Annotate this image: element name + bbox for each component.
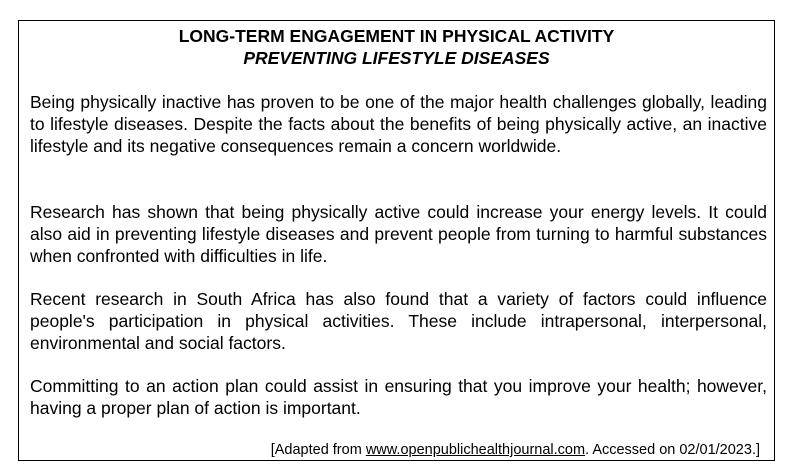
source-link[interactable]: www.openpublichealthjournal.com	[365, 442, 586, 458]
paragraph-2: Research has shown that being physically…	[30, 202, 767, 266]
document-title: LONG-TERM ENGAGEMENT IN PHYSICAL ACTIVIT…	[178, 26, 615, 46]
source-citation: [Adapted from www.openpublichealthjourna…	[271, 441, 760, 459]
extract-frame: LONG-TERM ENGAGEMENT IN PHYSICAL ACTIVIT…	[18, 20, 775, 461]
source-prefix: [Adapted from	[270, 442, 366, 458]
paragraph-3: Recent research in South Africa has also…	[30, 289, 767, 353]
paragraph-1: Being physically inactive has proven to …	[30, 92, 767, 156]
source-suffix: . Accessed on 02/01/2023.]	[585, 442, 760, 458]
document-subtitle: PREVENTING LIFESTYLE DISEASES	[243, 48, 550, 68]
paragraph-4: Committing to an action plan could assis…	[30, 376, 767, 418]
